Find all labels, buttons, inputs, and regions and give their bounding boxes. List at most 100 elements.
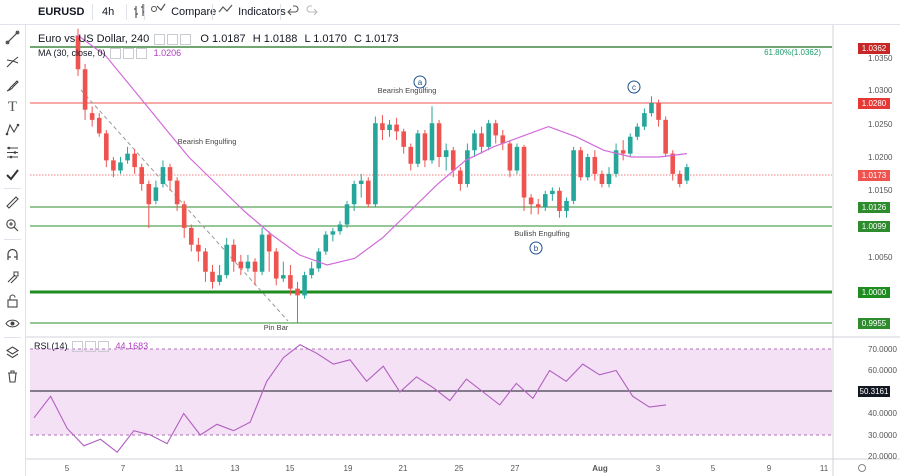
candle-up[interactable] — [160, 167, 166, 184]
candle-down[interactable] — [479, 133, 484, 147]
candle-down[interactable] — [238, 261, 244, 269]
candle-down[interactable] — [620, 150, 626, 154]
candle-up[interactable] — [245, 261, 251, 269]
candle-up[interactable] — [429, 123, 435, 161]
candle-up[interactable] — [224, 244, 229, 276]
candle-down[interactable] — [670, 153, 676, 174]
text-tool-icon[interactable]: T — [7, 99, 18, 115]
candle-down[interactable] — [181, 204, 187, 228]
candle-up[interactable] — [606, 173, 612, 184]
candle-down[interactable] — [139, 167, 145, 184]
candle-down[interactable] — [167, 167, 173, 181]
candle-up[interactable] — [323, 234, 329, 252]
candle-down[interactable] — [288, 275, 293, 289]
magnet-icon[interactable] — [3, 245, 22, 264]
time-axis[interactable]: 5 7 11 13 15 19 21 25 27 Aug 3 5 9 11 — [65, 464, 829, 473]
candle-up[interactable] — [337, 224, 343, 232]
layers-icon[interactable] — [3, 343, 22, 362]
candle-down[interactable] — [82, 69, 88, 110]
candle-down[interactable] — [273, 251, 279, 279]
legend-toggle-1[interactable] — [154, 33, 166, 45]
candle-down[interactable] — [231, 244, 237, 262]
candle-down[interactable] — [394, 124, 399, 132]
candle-down[interactable] — [656, 103, 661, 120]
rsi-toggle-1[interactable] — [72, 341, 84, 353]
chart-area[interactable]: Bearish Engulfing Bearish Engulfing Bull… — [26, 25, 900, 476]
candle-up[interactable] — [387, 124, 392, 130]
candle-up[interactable] — [125, 153, 130, 161]
candle-down[interactable] — [104, 133, 109, 161]
candle-up[interactable] — [542, 194, 548, 208]
symbol-search[interactable]: EURUSD — [38, 6, 85, 18]
candle-down[interactable] — [203, 251, 208, 272]
interval-button[interactable]: 4h — [102, 6, 115, 18]
candle-down[interactable] — [266, 234, 272, 252]
candle-down[interactable] — [75, 35, 81, 70]
candle-up[interactable] — [564, 200, 569, 211]
wave-c-marker[interactable]: c — [627, 80, 641, 94]
trash-icon[interactable] — [3, 367, 22, 386]
bar-style-icon[interactable] — [133, 0, 147, 24]
candle-up[interactable] — [302, 275, 307, 296]
candle-up[interactable] — [309, 268, 314, 276]
candle-down[interactable] — [188, 227, 194, 245]
candle-down[interactable] — [521, 146, 527, 198]
candle-down[interactable] — [592, 157, 598, 174]
legend-toggle-3[interactable] — [180, 33, 192, 45]
candle-up[interactable] — [635, 126, 640, 137]
candle-down[interactable] — [252, 261, 258, 272]
candle-down[interactable] — [196, 244, 201, 252]
candle-down[interactable] — [210, 271, 215, 282]
candle-up[interactable] — [514, 146, 520, 171]
candle-up[interactable] — [373, 123, 378, 205]
undo-icon[interactable] — [287, 0, 299, 24]
checkmark-icon[interactable] — [3, 165, 22, 184]
wave-a-marker[interactable]: a — [413, 75, 427, 89]
candle-up[interactable] — [571, 150, 576, 201]
lock-icon[interactable] — [3, 291, 22, 310]
candle-up[interactable] — [153, 187, 159, 201]
candle-down[interactable] — [295, 288, 300, 296]
candle-up[interactable] — [465, 150, 470, 184]
candle-down[interactable] — [380, 123, 385, 130]
candle-down[interactable] — [96, 117, 102, 134]
indicators-button[interactable]: Indicators — [218, 0, 286, 24]
candle-up[interactable] — [344, 204, 350, 225]
candle-down[interactable] — [599, 173, 605, 184]
ma-toggle-3[interactable] — [136, 48, 148, 60]
candle-down[interactable] — [500, 135, 506, 144]
rsi-axis[interactable]: 70.0000 60.0000 40.0000 30.0000 20.0000 — [868, 345, 897, 461]
candle-up[interactable] — [585, 157, 591, 178]
zoom-in-icon[interactable] — [3, 216, 22, 235]
candle-up[interactable] — [281, 275, 286, 279]
candle-down[interactable] — [89, 113, 95, 120]
candle-up[interactable] — [316, 251, 322, 269]
candle-down[interactable] — [557, 190, 562, 211]
compare-button[interactable]: Compare — [150, 0, 216, 24]
candle-up[interactable] — [259, 234, 265, 272]
brush-icon[interactable] — [3, 76, 22, 95]
candle-up[interactable] — [642, 113, 647, 127]
candle-up[interactable] — [627, 136, 633, 154]
candle-up[interactable] — [358, 180, 364, 184]
candle-up[interactable] — [649, 103, 654, 114]
forecast-icon[interactable] — [3, 143, 22, 162]
candle-up[interactable] — [415, 133, 421, 164]
trend-line-icon[interactable] — [3, 28, 22, 47]
candle-down[interactable] — [677, 173, 683, 184]
ma-toggle-1[interactable] — [110, 48, 122, 60]
candle-down[interactable] — [401, 131, 406, 147]
candle-up[interactable] — [550, 190, 555, 195]
candle-down[interactable] — [132, 153, 137, 168]
candle-down[interactable] — [146, 184, 152, 205]
candle-up[interactable] — [330, 231, 336, 235]
pitchfork-icon[interactable] — [3, 52, 22, 71]
candle-down[interactable] — [528, 197, 534, 205]
candle-down[interactable] — [422, 133, 428, 161]
ma-toggle-2[interactable] — [123, 48, 135, 60]
candle-up[interactable] — [443, 150, 449, 157]
candle-up[interactable] — [486, 123, 491, 147]
redo-icon[interactable] — [306, 0, 318, 24]
wave-b-marker[interactable]: b — [529, 241, 543, 255]
candle-down[interactable] — [408, 146, 414, 164]
